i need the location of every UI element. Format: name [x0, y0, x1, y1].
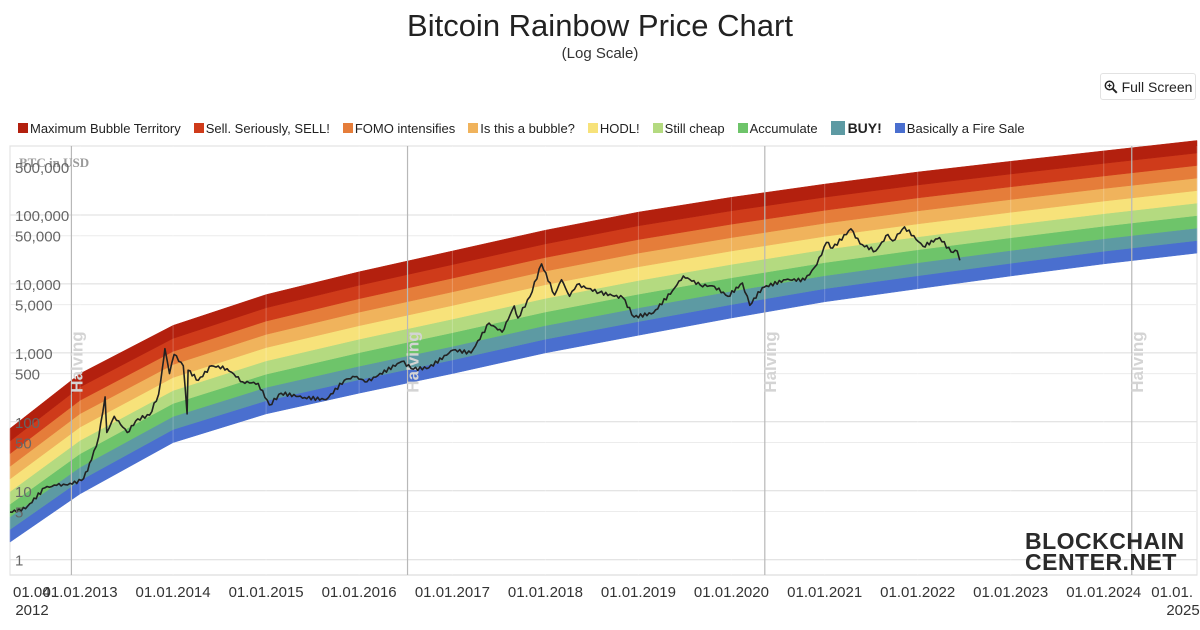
y-tick-label: 5	[15, 505, 23, 522]
legend-swatch	[468, 123, 479, 133]
halving-label: Halving	[67, 331, 86, 392]
legend-item[interactable]: HODL!	[587, 120, 640, 136]
legend-label: Maximum Bubble Territory	[30, 120, 181, 136]
legend-label: Accumulate	[749, 120, 818, 136]
y-axis-title: BTC in USD	[19, 155, 89, 170]
chart-legend: Maximum Bubble Territory Sell. Seriously,…	[18, 118, 1038, 138]
legend-label: Basically a Fire Sale	[906, 120, 1025, 136]
y-tick-label: 10,000	[15, 277, 61, 294]
chart-subtitle: (Log Scale)	[561, 45, 639, 62]
x-tick-label: 01.01.2024	[1066, 584, 1141, 601]
legend-swatch	[737, 123, 748, 133]
y-tick-label: 500	[15, 367, 40, 384]
legend-item[interactable]: Basically a Fire Sale	[894, 120, 1025, 136]
legend-item[interactable]: Maximum Bubble Territory	[18, 121, 181, 136]
legend-swatch	[342, 123, 353, 133]
y-tick-label: 5,000	[15, 298, 53, 315]
y-tick-label: 500,000	[15, 160, 69, 177]
legend-swatch	[830, 121, 845, 135]
x-tick-label: 01.01.2023	[973, 584, 1048, 601]
chart-title: Bitcoin Rainbow Price Chart	[407, 8, 793, 43]
y-tick-label: 100,000	[15, 208, 69, 225]
legend-swatch	[894, 123, 905, 133]
y-tick-label: 50,000	[15, 229, 61, 246]
watermark-line2: CENTER.NET	[1025, 549, 1177, 575]
halving-label: Halving	[404, 331, 423, 392]
y-tick-label: 100	[15, 415, 40, 432]
legend-item[interactable]: FOMO intensifies	[342, 120, 456, 136]
zoom-icon	[1104, 80, 1118, 94]
halving-label: Halving	[761, 331, 780, 392]
x-tick-label: 01.01.2016	[322, 584, 397, 601]
legend-swatch	[18, 123, 28, 133]
legend-item[interactable]: Still cheap	[652, 120, 725, 136]
x-tick-label-line2: 2025	[1166, 602, 1199, 619]
full-screen-label: Full Screen	[1121, 78, 1193, 95]
x-tick-label: 01.01.2017	[415, 584, 490, 601]
legend-item[interactable]: Sell. Seriously, SELL!	[193, 120, 330, 136]
x-tick-label: 01.01.2019	[601, 584, 676, 601]
legend-label: Sell. Seriously, SELL!	[205, 120, 330, 136]
x-tick-label: 01.01.2020	[694, 584, 769, 601]
legend-item[interactable]: BUY!	[830, 120, 882, 136]
y-tick-label: 1	[15, 553, 23, 570]
legend-swatch	[193, 123, 204, 133]
x-tick-label: 01.01.2018	[508, 584, 583, 601]
legend-swatch	[587, 123, 598, 133]
legend-item[interactable]: Accumulate	[737, 120, 818, 136]
rainbow-band	[9, 140, 1198, 442]
x-tick-label: 01.01.	[1151, 584, 1193, 601]
y-tick-label: 10	[15, 484, 32, 501]
x-tick-label: 01.01.2014	[136, 584, 211, 601]
x-tick-label: 01.04.	[13, 584, 55, 601]
halving-label: Halving	[1128, 331, 1147, 392]
full-screen-button[interactable]: Full Screen	[1100, 73, 1196, 100]
x-tick-label: 01.01.2013	[43, 584, 118, 601]
legend-swatch	[652, 123, 663, 133]
x-tick-label: 01.01.2021	[787, 584, 862, 601]
legend-label: BUY!	[847, 120, 882, 136]
price-line	[9, 226, 961, 513]
x-tick-label-line2: 2012	[15, 602, 48, 619]
legend-label: HODL!	[599, 120, 640, 136]
legend-item[interactable]: Is this a bubble?	[468, 121, 575, 136]
y-tick-label: 1,000	[15, 346, 53, 363]
x-tick-label: 01.01.2015	[229, 584, 304, 601]
watermark-line1: BLOCKCHAIN	[1025, 528, 1185, 554]
legend-label: FOMO intensifies	[354, 120, 456, 136]
x-tick-label: 01.01.2022	[880, 584, 955, 601]
y-tick-label: 50	[15, 436, 32, 453]
legend-label: Is this a bubble?	[480, 120, 575, 136]
legend-label: Still cheap	[664, 120, 725, 136]
